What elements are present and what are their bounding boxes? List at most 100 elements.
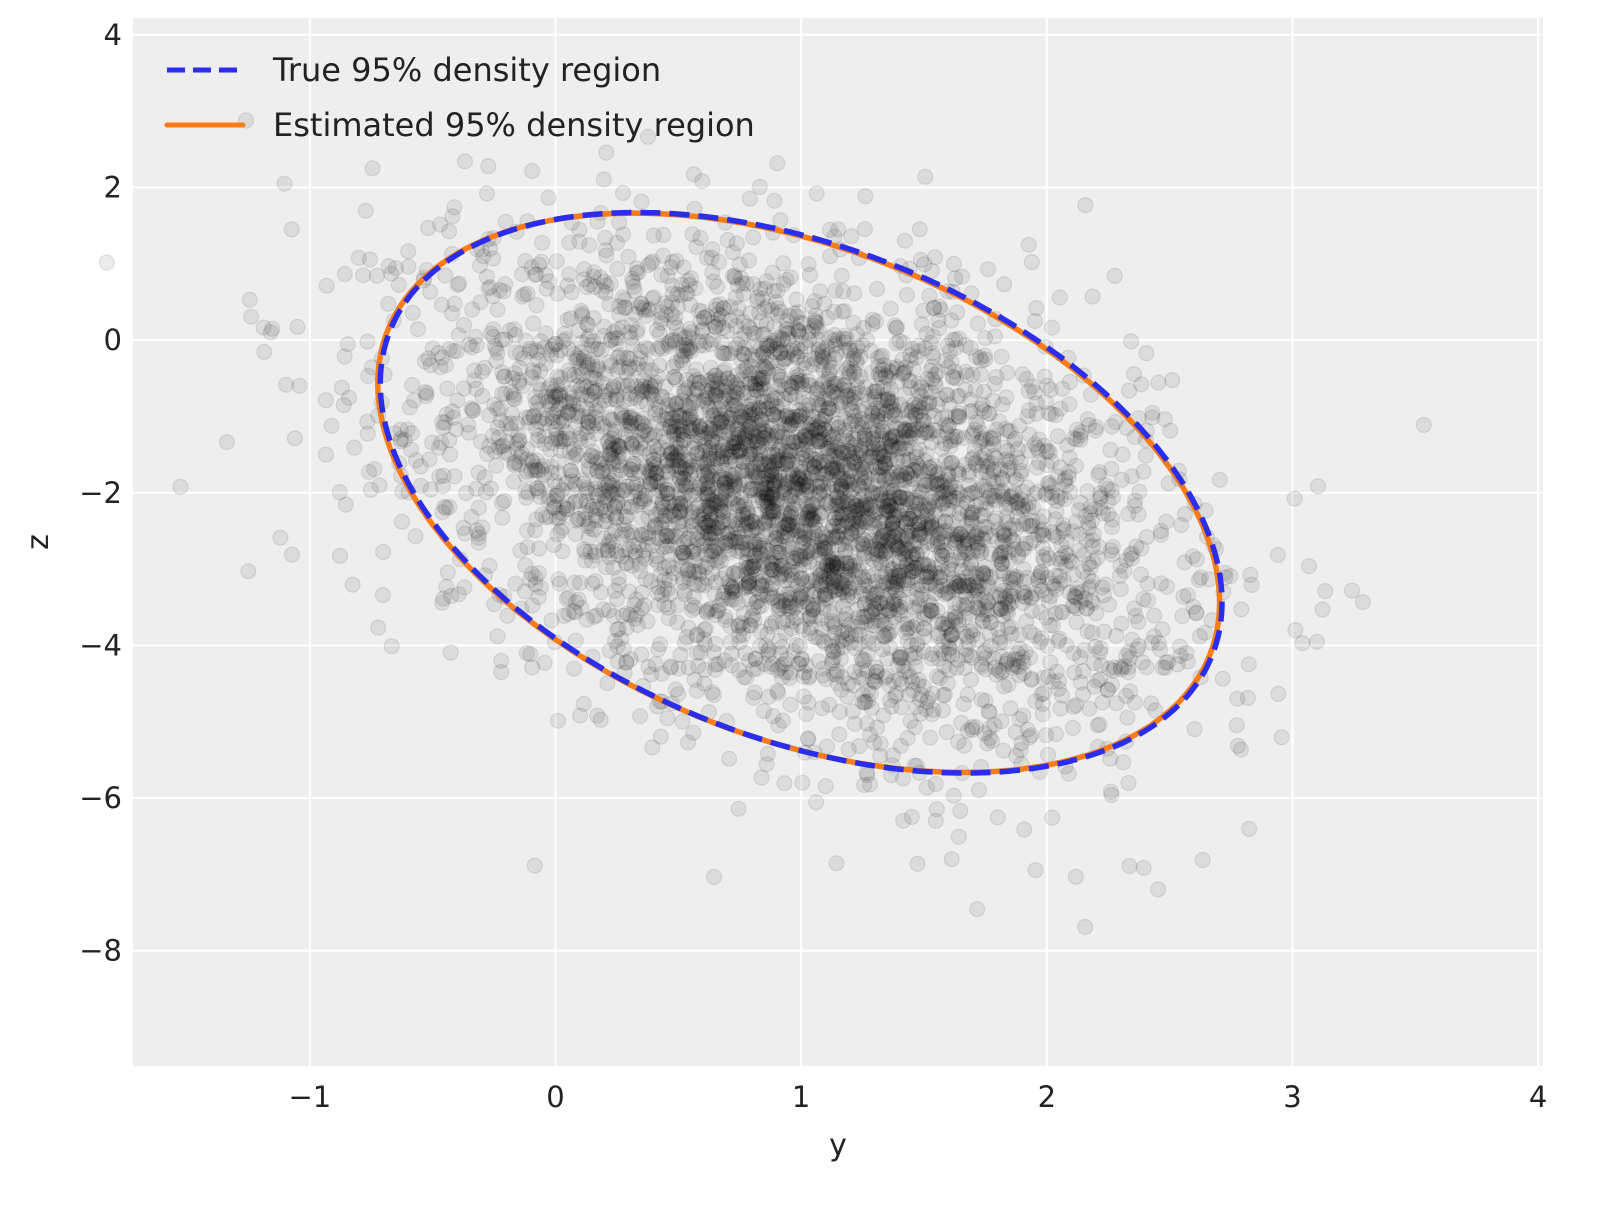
scatter-point	[971, 434, 988, 451]
scatter-point	[608, 621, 626, 638]
scatter-point	[925, 701, 942, 719]
scatter-point	[1119, 709, 1136, 726]
scatter-point	[678, 340, 695, 357]
scatter-point	[965, 449, 982, 466]
scatter-point	[945, 787, 962, 804]
scatter-point	[864, 311, 882, 328]
scatter-point	[563, 284, 580, 301]
scatter-point	[951, 505, 968, 522]
scatter-point	[691, 374, 708, 391]
scatter-point	[458, 485, 475, 502]
scatter-point	[823, 560, 841, 577]
scatter-point	[1043, 405, 1060, 423]
scatter-point	[916, 452, 933, 469]
scatter-point	[761, 457, 779, 475]
scatter-point	[866, 734, 883, 751]
scatter-point	[1004, 532, 1021, 549]
scatter-point	[904, 548, 921, 565]
scatter-point	[1059, 437, 1076, 454]
scatter-point	[623, 408, 640, 425]
scatter-point	[318, 277, 335, 294]
scatter-point	[708, 603, 726, 620]
scatter-point	[670, 457, 687, 474]
scatter-point	[973, 478, 990, 495]
scatter-point	[795, 688, 813, 705]
scatter-point	[1009, 495, 1026, 512]
scatter-point	[867, 659, 885, 676]
scatter-point	[608, 392, 625, 409]
scatter-point	[771, 473, 788, 490]
scatter-point	[723, 415, 740, 432]
scatter-point	[1020, 236, 1037, 253]
scatter-point	[580, 414, 597, 431]
scatter-point	[666, 508, 684, 525]
scatter-point	[779, 331, 797, 348]
scatter-point	[481, 557, 498, 574]
scatter-point	[912, 686, 930, 703]
scatter-point	[766, 192, 783, 209]
scatter-point	[434, 594, 451, 611]
scatter-point	[642, 573, 660, 590]
scatter-point	[495, 437, 512, 454]
scatter-point	[716, 390, 733, 407]
scatter-point	[1038, 457, 1056, 474]
scatter-point	[516, 286, 533, 303]
scatter-point	[909, 635, 926, 652]
scatter-point	[704, 264, 721, 281]
scatter-point	[607, 330, 624, 347]
scatter-point	[740, 448, 757, 465]
scatter-point	[820, 370, 837, 387]
scatter-point	[924, 603, 941, 621]
scatter-point	[774, 656, 791, 674]
scatter-point	[808, 185, 825, 202]
scatter-point	[912, 251, 930, 268]
scatter-point	[1049, 428, 1067, 445]
scatter-point	[436, 414, 454, 431]
scatter-point	[755, 462, 772, 479]
scatter-point	[644, 253, 661, 270]
scatter-point	[788, 636, 805, 654]
scatter-point	[927, 812, 944, 829]
scatter-point	[747, 554, 764, 571]
scatter-point	[486, 443, 504, 460]
scatter-point	[954, 529, 971, 546]
scatter-point	[1040, 405, 1057, 422]
scatter-point	[875, 574, 892, 591]
scatter-point	[834, 598, 851, 615]
scatter-point	[727, 512, 744, 529]
scatter-point	[980, 578, 998, 596]
scatter-point	[858, 331, 876, 348]
scatter-point	[781, 442, 798, 460]
scatter-point	[820, 346, 838, 363]
scatter-point	[636, 378, 653, 395]
scatter-point	[707, 423, 724, 440]
scatter-point	[971, 591, 989, 608]
scatter-point	[1190, 571, 1208, 589]
scatter-point	[716, 584, 733, 601]
scatter-point	[738, 462, 755, 479]
scatter-point	[1239, 689, 1257, 707]
scatter-point	[559, 497, 576, 514]
scatter-point	[988, 474, 1006, 491]
scatter-point	[623, 436, 641, 453]
scatter-point	[800, 256, 817, 273]
scatter-point	[439, 380, 456, 397]
scatter-point	[661, 545, 679, 563]
scatter-point	[392, 430, 409, 447]
scatter-point	[768, 495, 785, 513]
scatter-point	[905, 461, 922, 478]
scatter-point	[615, 226, 632, 243]
scatter-point	[924, 345, 941, 362]
scatter-point	[850, 518, 868, 536]
scatter-point	[876, 669, 894, 686]
scatter-point	[566, 494, 583, 511]
scatter-point	[595, 485, 612, 502]
scatter-point	[858, 469, 875, 486]
scatter-point	[900, 561, 917, 579]
scatter-point	[759, 745, 776, 763]
scatter-point	[833, 581, 850, 598]
scatter-point	[911, 221, 928, 238]
scatter-point	[660, 495, 678, 512]
scatter-point	[666, 449, 684, 466]
scatter-point	[807, 794, 825, 811]
